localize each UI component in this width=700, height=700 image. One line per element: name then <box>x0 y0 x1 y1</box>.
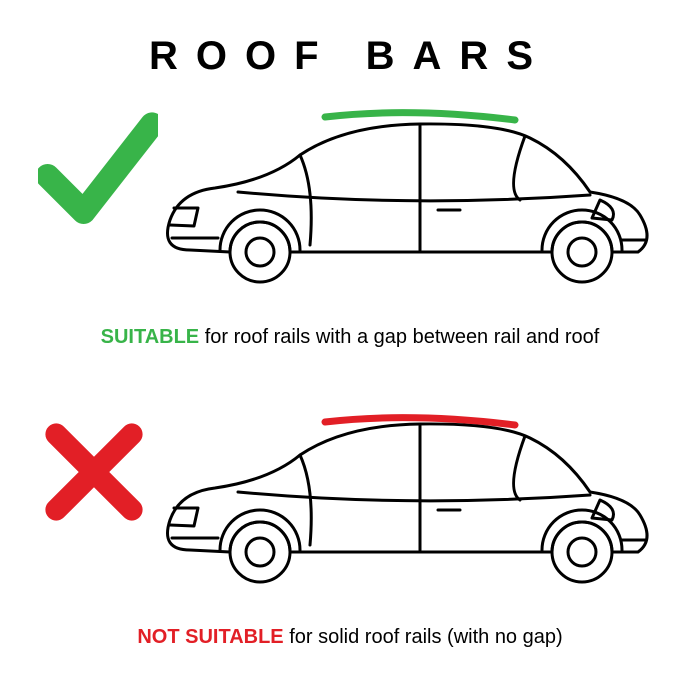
checkmark-icon <box>38 110 158 230</box>
not-suitable-car-slot <box>160 400 655 610</box>
not-suitable-caption-rest: for solid roof rails (with no gap) <box>284 626 563 648</box>
suitable-icon-slot <box>38 110 158 230</box>
suitable-caption-rest: for roof rails with a gap between rail a… <box>199 326 599 348</box>
suitable-roof-rail <box>325 113 515 120</box>
page-title: ROOF BARS <box>0 34 700 79</box>
infographic-root: ROOF BARS <box>0 0 700 700</box>
car-outline <box>168 424 648 582</box>
suitable-car-icon <box>160 100 655 310</box>
not-suitable-caption-lead: NOT SUITABLE <box>137 626 283 648</box>
cross-path <box>56 434 132 510</box>
not-suitable-icon-slot <box>40 418 148 526</box>
suitable-caption-lead: SUITABLE <box>101 326 200 348</box>
car-outline <box>168 124 648 282</box>
cross-icon <box>40 418 148 526</box>
suitable-car-slot <box>160 100 655 310</box>
checkmark-path <box>48 124 152 212</box>
not-suitable-caption: NOT SUITABLE for solid roof rails (with … <box>0 626 700 649</box>
suitable-caption: SUITABLE for roof rails with a gap betwe… <box>0 326 700 349</box>
not-suitable-car-icon <box>160 400 655 610</box>
